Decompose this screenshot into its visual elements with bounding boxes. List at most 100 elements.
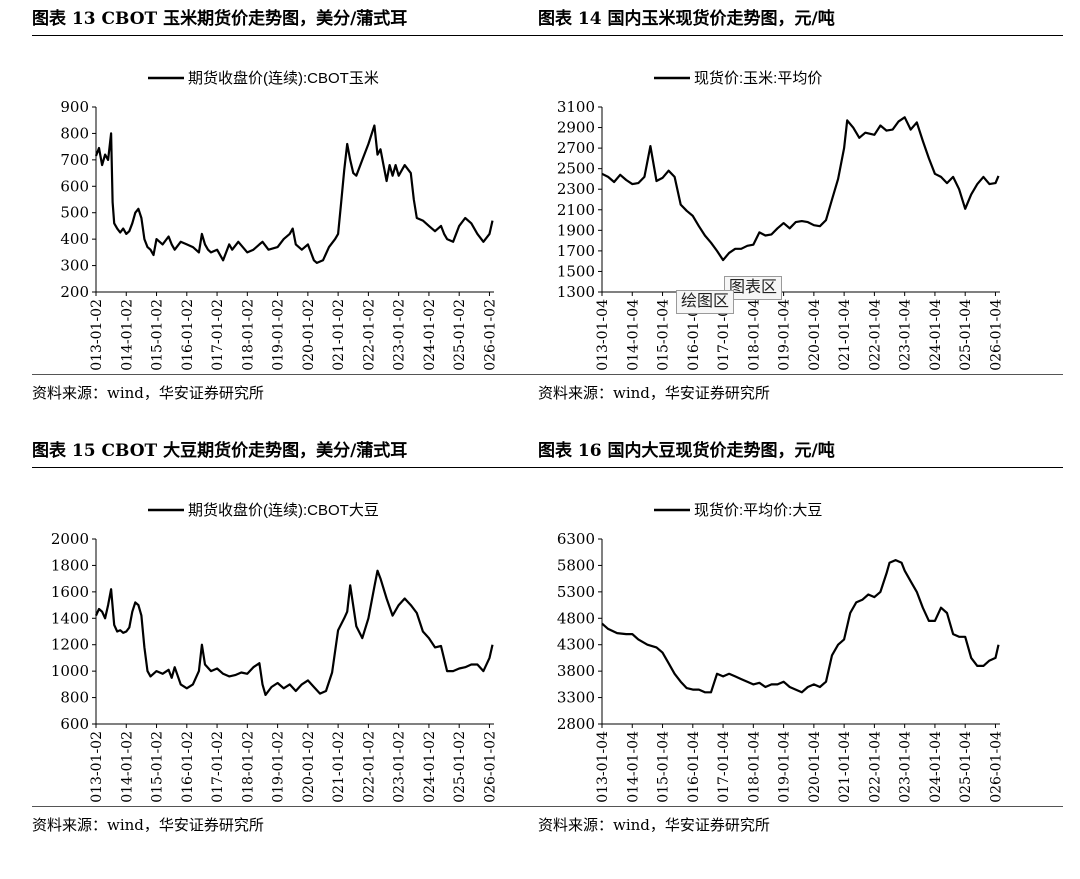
x-tick-label: 2014-01-04 [625,299,641,372]
y-tick-label: 2900 [557,119,595,137]
x-tick-label: 2018-01-04 [746,731,762,804]
y-tick-label: 500 [60,204,89,222]
x-tick-label: 2023-01-02 [392,299,408,372]
y-tick-label: 1400 [51,609,89,627]
x-tick-label: 2020-01-04 [807,731,823,804]
x-tick-label: 2016-01-02 [180,299,196,372]
legend-label: 现货价:平均价:大豆 [694,502,822,519]
y-tick-label: 800 [60,689,89,707]
x-tick-label: 2021-01-02 [331,299,347,372]
source-note: 资料来源：wind，华安证券研究所 [538,384,770,402]
x-tick-label: 2018-01-02 [240,299,256,372]
source-divider [538,374,1063,375]
y-tick-label: 1800 [51,556,89,574]
y-tick-label: 3100 [557,98,595,116]
x-tick-label: 2014-01-02 [119,299,135,372]
panel-domestic-corn: 图表 14 国内玉米现货价走势图，元/吨 现货价:玉米:平均价 1300 1500 1… [538,6,1063,436]
y-tick-label: 5300 [557,583,595,601]
x-tick-label: 2024-01-04 [928,299,944,372]
y-tick-label: 2100 [557,201,595,219]
x-tick-label: 2021-01-04 [837,299,853,372]
x-tick-label: 2017-01-04 [716,731,732,804]
x-tick-label: 2020-01-02 [301,299,317,372]
title-divider [32,35,557,36]
x-tick-label: 2020-01-04 [807,299,823,372]
x-tick-label: 2019-01-04 [777,731,793,804]
x-tick-label: 2016-01-04 [686,731,702,804]
x-tick-label: 2013-01-04 [595,299,611,372]
x-tick-label: 2023-01-04 [898,299,914,372]
x-tick-label: 2023-01-04 [898,731,914,804]
x-tick-label: 2017-01-02 [210,731,226,804]
y-tick-label: 400 [60,230,89,248]
x-tick-label: 2019-01-04 [777,299,793,372]
x-tick-label: 2017-01-04 [716,299,732,372]
y-tick-label: 2700 [557,139,595,157]
x-tick-label: 2022-01-02 [361,299,377,372]
x-tick-label: 2021-01-04 [837,731,853,804]
legend-label: 期货收盘价(连续):CBOT大豆 [188,501,379,519]
chart-domestic-soybean: 现货价:平均价:大豆 2800 3300 3800 4300 4800 5300 5800 63… [557,502,1005,804]
title-divider [538,467,1063,468]
x-tick-label: 2025-01-04 [958,299,974,372]
x-tick-label: 2025-01-02 [452,731,468,804]
title-divider [538,35,1063,36]
source-divider [32,374,557,375]
x-tick-label: 2016-01-02 [180,731,196,804]
x-tick-label: 2013-01-02 [89,731,105,804]
x-tick-label: 2021-01-02 [331,731,347,804]
y-tick-label: 5800 [557,556,595,574]
x-tick-label: 2014-01-02 [119,731,135,804]
y-tick-label: 2000 [51,530,89,548]
chart-area-tooltip[interactable]: 绘图区 [676,290,735,314]
y-tick-label: 600 [60,715,89,733]
y-tick-label: 2300 [557,180,595,198]
x-tick-label: 2025-01-04 [958,731,974,804]
x-tick-label: 2026-01-02 [482,731,498,804]
x-tick-label: 2017-01-02 [210,299,226,372]
x-tick-label: 2022-01-02 [361,731,377,804]
panel-domestic-soybean: 图表 16 国内大豆现货价走势图，元/吨 现货价:平均价:大豆 2800 3300 3… [538,438,1063,868]
x-tick-label: 2018-01-04 [746,299,762,372]
x-tick-label: 2019-01-02 [271,731,287,804]
panel-title: 图表 15 CBOT 大豆期货价走势图，美分/蒲式耳 [32,441,408,461]
x-tick-label: 2018-01-02 [240,731,256,804]
y-tick-label: 4800 [557,609,595,627]
y-tick-label: 1000 [51,662,89,680]
y-tick-label: 2500 [557,160,595,178]
source-divider [32,806,557,807]
series-line [94,569,494,696]
y-tick-label: 3800 [557,662,595,680]
source-note: 资料来源：wind，华安证券研究所 [32,816,264,834]
x-tick-label: 2025-01-02 [452,299,468,372]
y-tick-label: 300 [60,257,89,275]
y-tick-label: 4300 [557,636,595,654]
y-tick-label: 1500 [557,262,595,280]
source-note: 资料来源：wind，华安证券研究所 [538,816,770,834]
x-tick-label: 2015-01-02 [150,299,166,372]
chart-cbot-soybean: 期货收盘价(连续):CBOT大豆 600 800 1000 1200 1400 1600 18… [51,501,499,804]
series-line [601,116,1000,262]
x-tick-label: 2023-01-02 [392,731,408,804]
x-tick-label: 2019-01-02 [271,299,287,372]
panel-title: 图表 13 CBOT 玉米期货价走势图，美分/蒲式耳 [32,9,408,29]
x-tick-label: 2026-01-04 [988,299,1004,372]
x-tick-label: 2015-01-04 [656,299,672,372]
y-tick-label: 200 [60,283,89,301]
y-tick-label: 600 [60,177,89,195]
series-line [601,558,1000,694]
x-tick-label: 2013-01-02 [89,299,105,372]
x-tick-label: 2026-01-04 [988,731,1004,804]
x-tick-label: 2015-01-02 [150,731,166,804]
x-tick-label: 2015-01-04 [656,731,672,804]
x-tick-label: 2024-01-02 [422,731,438,804]
x-tick-label: 2022-01-04 [867,299,883,372]
y-tick-label: 800 [60,124,89,142]
y-tick-label: 1200 [51,636,89,654]
chart-domestic-corn: 现货价:玉米:平均价 1300 1500 1700 1900 2100 2300 2500 27… [557,70,1005,372]
legend-label: 现货价:玉米:平均价 [694,70,822,87]
y-tick-label: 1300 [557,283,595,301]
x-tick-label: 2013-01-04 [595,731,611,804]
x-tick-label: 2014-01-04 [625,731,641,804]
x-tick-label: 2016-01-04 [686,299,702,372]
